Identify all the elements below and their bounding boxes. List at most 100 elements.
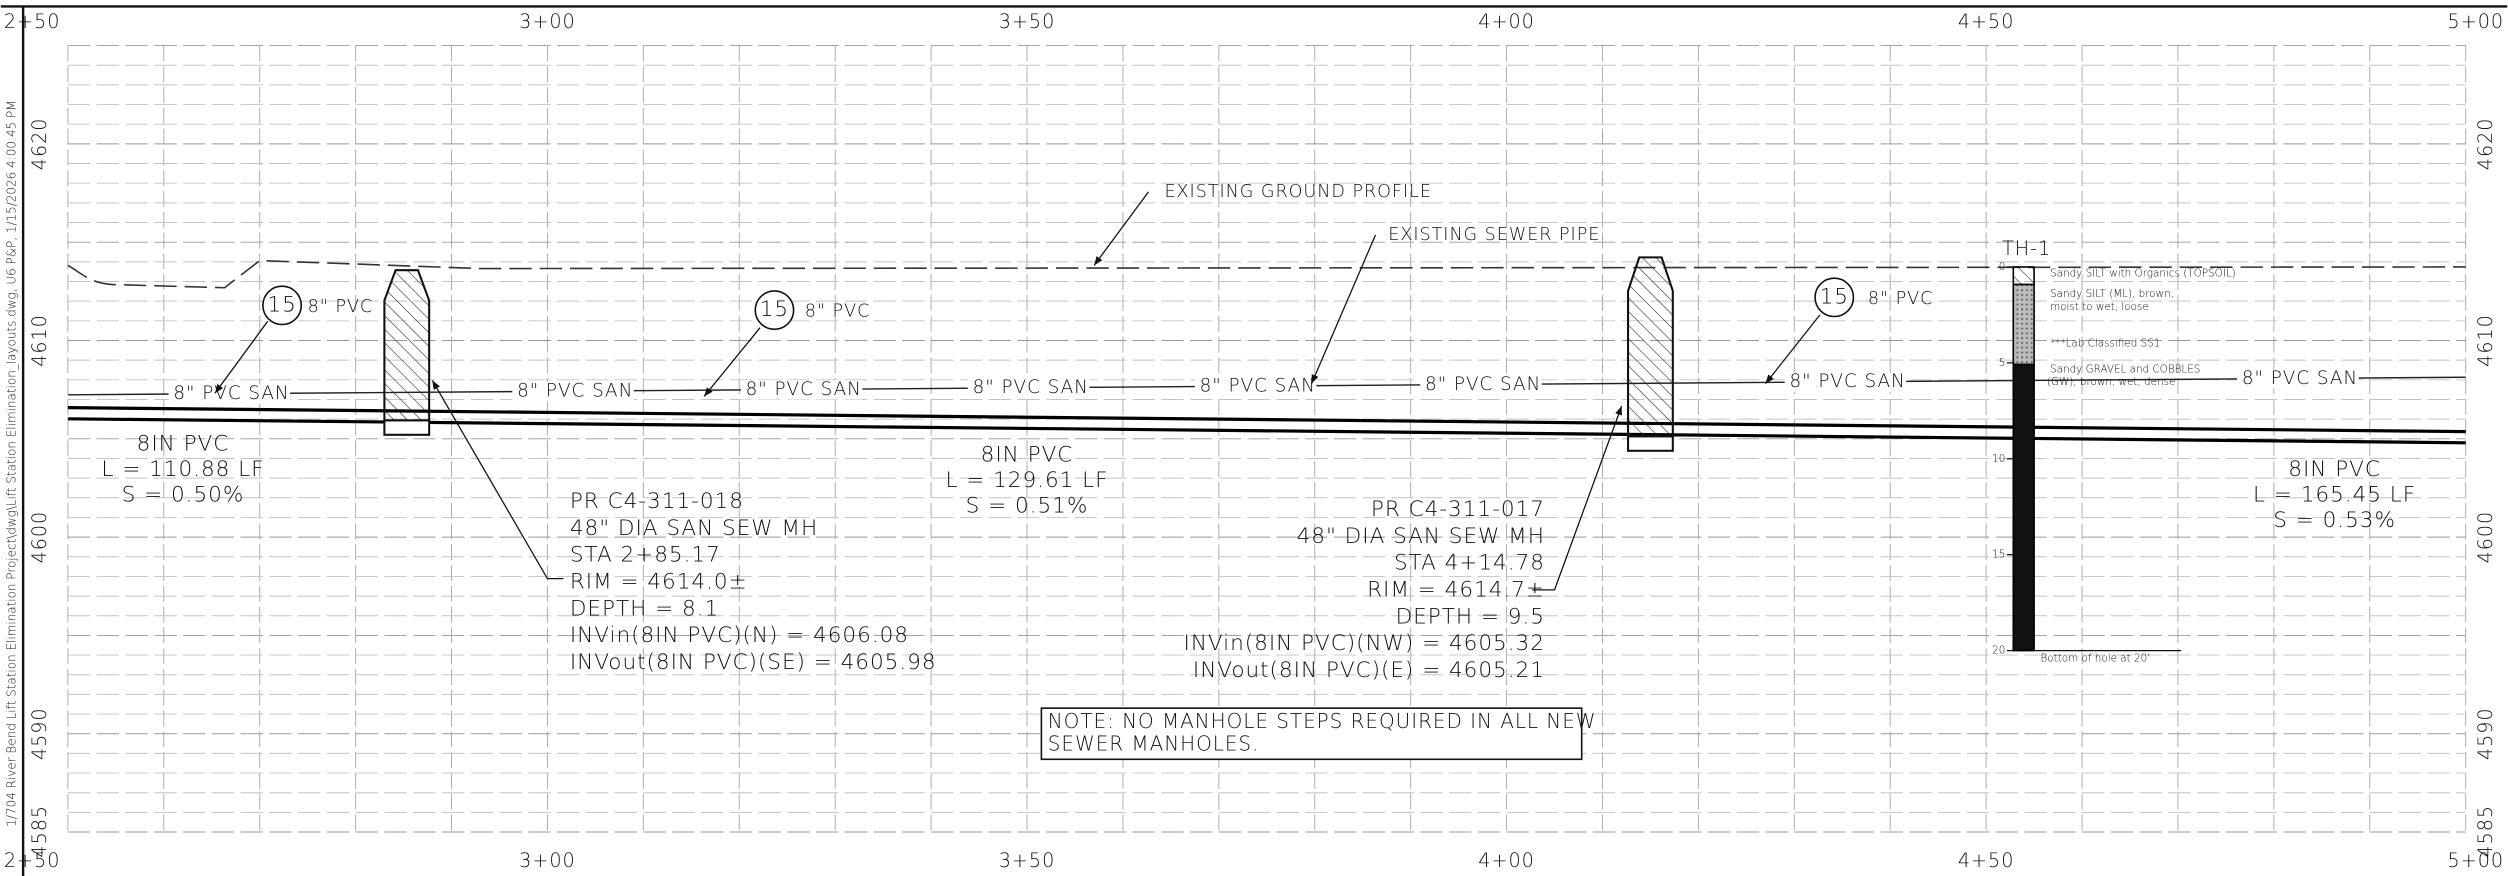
manhole-label: STA 2+85.17 <box>570 543 721 568</box>
pipe-label: L = 110.88 LF <box>101 457 264 482</box>
callout-circle <box>754 290 795 331</box>
callout-text: 8" PVC <box>308 297 374 317</box>
leader <box>431 380 564 580</box>
callout-number: 15 <box>267 292 296 317</box>
layer-text: (GW), brown, wet, dense <box>2047 376 2175 388</box>
san-label: 8" PVC SAN <box>1790 371 1906 392</box>
leader <box>1532 405 1623 591</box>
label: EXISTING SEWER PIPE <box>1388 225 1600 245</box>
side-text: 1/704 River Bend Lift Station Eliminatio… <box>4 100 18 826</box>
san-label: 8" PVC SAN <box>173 383 289 404</box>
san-label: 8" PVC SAN <box>517 381 633 402</box>
pipe-label: 8IN PVC <box>981 443 1074 468</box>
depth-label: 20 <box>1992 645 2005 657</box>
elevation-label: 4590 <box>2474 707 2497 760</box>
station-label: 3+50 <box>999 849 1056 872</box>
manhole-label: RIM = 4614.0± <box>570 570 748 595</box>
layer-text: Sandy SILT with Organics (TOPSOIL) <box>2050 267 2236 279</box>
note: SEWER MANHOLES. <box>1048 731 1260 755</box>
san-label: 8" PVC SAN <box>1200 376 1316 397</box>
station-label: 3+00 <box>519 849 576 872</box>
note: NOTE: NO MANHOLE STEPS REQUIRED IN ALL N… <box>1048 709 1597 733</box>
manhole-label: 48" DIA SAN SEW MH <box>1297 524 1545 549</box>
station-label: 3+00 <box>519 10 576 33</box>
callout-number: 15 <box>1820 284 1849 309</box>
san-label: 8" PVC SAN <box>973 377 1089 398</box>
manhole <box>1627 256 1674 438</box>
pipe-label: L = 165.45 LF <box>2253 483 2416 508</box>
pipe-label: S = 0.51% <box>966 494 1089 519</box>
manhole-label: DEPTH = 8.1 <box>570 596 719 621</box>
layer-topsoil <box>2012 266 2035 286</box>
leader <box>703 327 761 397</box>
san-label: 8" PVC SAN <box>2242 368 2358 389</box>
pipe-label: 8IN PVC <box>137 431 230 456</box>
callout-text: 8" PVC <box>805 302 871 322</box>
label-mask <box>1194 376 1317 397</box>
manhole-label: 48" DIA SAN SEW MH <box>570 516 818 541</box>
elevation-label: 4600 <box>2474 511 2497 564</box>
station-label: 2+50 <box>4 10 61 33</box>
leader <box>214 320 269 394</box>
manhole-label: STA 4+14.78 <box>1394 551 1545 576</box>
manhole-base <box>383 419 431 436</box>
depth-label: 5 <box>1999 357 2006 369</box>
manhole-label: PR C4-311-018 <box>570 489 744 514</box>
note-box <box>1040 707 1583 761</box>
manhole-label: INVout(8IN PVC)(SE) = 4605.98 <box>570 650 937 675</box>
callout-text: 8" PVC <box>1868 289 1934 309</box>
layer-text: moist to wet, loose <box>2050 301 2149 313</box>
callout-circle <box>262 285 303 326</box>
label-mask <box>512 381 634 402</box>
test-hole-name: TH-1 <box>2002 237 2051 260</box>
pipe-crown <box>67 406 2466 434</box>
pipe-label: 8IN PVC <box>2288 457 2381 482</box>
pipe-label: S = 0.50% <box>122 483 245 508</box>
station-label: 5+00 <box>2448 10 2505 33</box>
elevation-label: 4585 <box>2474 805 2497 858</box>
test-hole: 0 5 10 15 20 <box>1992 261 2014 657</box>
station-label: 4+00 <box>1478 10 1535 33</box>
manhole-base <box>1627 435 1674 452</box>
layer-silt <box>2012 283 2035 366</box>
station-label: 4+50 <box>1958 849 2015 872</box>
layer-gravel <box>2012 363 2035 652</box>
label-mask <box>168 384 291 404</box>
san-label: 8" PVC SAN <box>746 379 862 400</box>
label-mask <box>2237 369 2359 389</box>
elevation-label: 4620 <box>2474 118 2497 171</box>
station-label: 2+50 <box>4 849 61 872</box>
leader <box>1093 191 1150 266</box>
manhole-label: DEPTH = 9.5 <box>1396 604 1545 629</box>
elevation-label: 4620 <box>28 118 51 171</box>
callout-number: 15 <box>760 297 789 322</box>
elevation-label: 4600 <box>28 511 51 564</box>
label-mask <box>1784 372 1907 392</box>
station-label: 5+00 <box>2448 849 2505 872</box>
bottom-text: Bottom of hole at 20' <box>2040 653 2150 665</box>
depth-label: 10 <box>1992 453 2005 465</box>
pipe-invert <box>67 417 2466 445</box>
manhole-label: INVin(8IN PVC)(N) = 4606.08 <box>570 623 909 648</box>
layer-text: Sandy GRAVEL and COBBLES <box>2050 363 2200 375</box>
leader <box>1310 234 1377 384</box>
callout-circle <box>1814 277 1855 318</box>
label-mask <box>1420 375 1542 395</box>
elevation-label: 4610 <box>2474 314 2497 367</box>
manhole-label: INVout(8IN PVC)(E) = 4605.21 <box>1193 658 1545 683</box>
layer-text: Sandy SILT (ML), brown, <box>2050 288 2174 300</box>
san-labels: 8" PVC SAN 8" PVC SAN 8" PVC SAN 8" PVC SAN… <box>168 368 2359 404</box>
station-label: 3+50 <box>999 10 1056 33</box>
station-label: 4+00 <box>1478 849 1535 872</box>
leader <box>1765 314 1821 385</box>
pipe-label: L = 129.61 LF <box>945 468 1108 493</box>
manhole-label: PR C4-311-017 <box>1371 497 1545 522</box>
layer-text: ***Lab Classified SS1 <box>2050 338 2160 350</box>
elevation-label: 4590 <box>28 707 51 760</box>
manhole <box>383 269 431 422</box>
depth-label: 15 <box>1992 549 2005 561</box>
label-mask <box>740 380 863 400</box>
existing-ground <box>67 259 2466 289</box>
